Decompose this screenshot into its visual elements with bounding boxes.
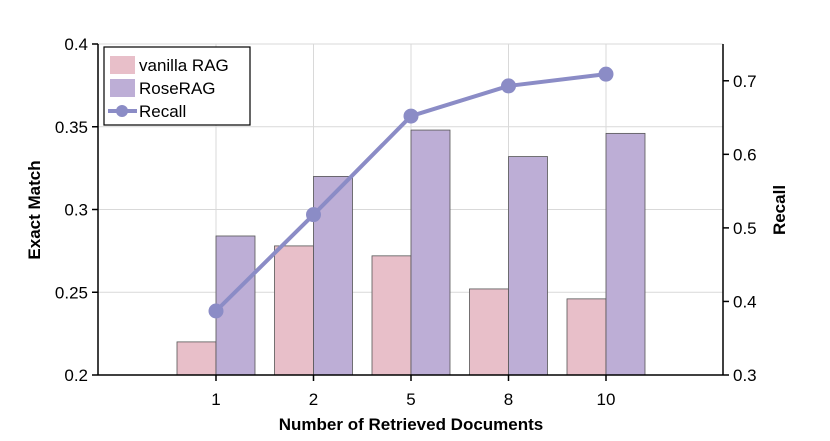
legend-swatch-vanilla-rag bbox=[110, 56, 135, 74]
legend-swatch-recall-marker bbox=[116, 105, 128, 117]
bar-roserag bbox=[508, 156, 548, 376]
y2-tick-label: 0.6 bbox=[733, 145, 757, 164]
x-tick-label: 8 bbox=[504, 390, 513, 409]
legend: vanilla RAG RoseRAG Recall bbox=[103, 46, 251, 126]
recall-point bbox=[403, 108, 419, 124]
y-tick-label: 0.35 bbox=[55, 118, 88, 137]
x-tick-label: 2 bbox=[309, 390, 318, 409]
y2-tick-label: 0.7 bbox=[733, 72, 757, 91]
bar-vanilla-rag bbox=[371, 255, 412, 376]
recall-point bbox=[306, 207, 321, 223]
y-axis-title: Exact Match bbox=[25, 160, 44, 259]
recall-point bbox=[501, 78, 516, 94]
recall-point bbox=[598, 66, 614, 82]
y-tick-label: 0.25 bbox=[55, 283, 88, 302]
y2-tick-label: 0.4 bbox=[733, 292, 757, 311]
legend-swatch-roserag bbox=[110, 79, 135, 97]
x-tick-label: 5 bbox=[406, 390, 415, 409]
x-axis-title: Number of Retrieved Documents bbox=[279, 415, 544, 434]
y2-axis-title: Recall bbox=[770, 185, 789, 235]
bar-vanilla-rag bbox=[274, 245, 314, 376]
bar-roserag bbox=[215, 235, 256, 376]
y2-tick-label: 0.3 bbox=[733, 366, 757, 385]
ticks: 0.2 0.25 0.3 0.35 0.4 0.3 0.4 0.5 0.6 0.7 1 2 5 8 10 bbox=[55, 35, 757, 409]
recall-point bbox=[208, 303, 224, 319]
recall-line-group bbox=[208, 66, 614, 319]
bar-vanilla-rag bbox=[469, 288, 509, 376]
bar-roserag bbox=[410, 129, 451, 376]
y2-tick-label: 0.5 bbox=[733, 219, 757, 238]
y-tick-label: 0.4 bbox=[64, 35, 88, 54]
legend-label-vanilla-rag: vanilla RAG bbox=[139, 56, 229, 75]
x-tick-label: 10 bbox=[597, 390, 616, 409]
y-tick-label: 0.3 bbox=[64, 201, 88, 220]
bar-vanilla-rag bbox=[176, 341, 217, 376]
legend-label-roserag: RoseRAG bbox=[139, 79, 216, 98]
legend-label-recall: Recall bbox=[139, 102, 186, 121]
bar-vanilla-rag bbox=[566, 298, 607, 376]
x-tick-label: 1 bbox=[211, 390, 220, 409]
bar-roserag bbox=[605, 132, 646, 376]
bars bbox=[176, 129, 646, 376]
y-tick-label: 0.2 bbox=[64, 366, 88, 385]
